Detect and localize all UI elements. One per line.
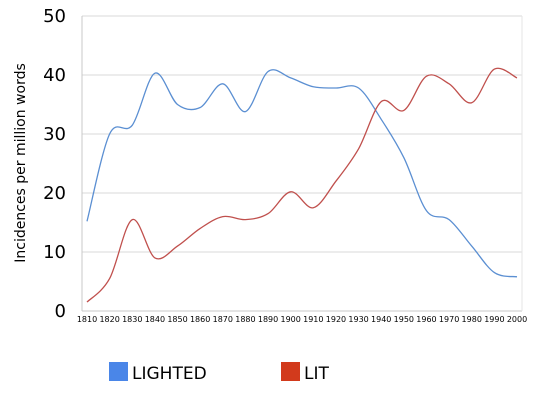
gridlines [82,15,522,253]
x-tick-1870: 1870 [213,315,233,324]
series-line-lit [86,67,518,303]
y-tick-10: 10 [43,242,66,263]
y-tick-20: 20 [43,183,66,204]
legend-swatch-lit [281,362,300,381]
x-tick-1980: 1980 [462,315,482,324]
x-tick-1910: 1910 [303,315,323,324]
x-tick-1880: 1880 [235,315,255,324]
x-tick-1810: 1810 [77,315,97,324]
x-tick-1950: 1950 [394,315,414,324]
legend-label-lit: LIT [304,364,329,384]
x-tick-1850: 1850 [167,315,187,324]
axes [81,16,523,312]
x-tick-1960: 1960 [416,315,436,324]
legend-label-lighted: LIGHTED [132,364,207,384]
x-tick-1930: 1930 [348,315,368,324]
y-tick-labels: 0 10 20 30 40 50 [43,6,66,322]
x-tick-1900: 1900 [281,315,301,324]
legend-swatch-lighted [109,362,128,381]
y-axis-label: Incidences per million words [13,63,29,263]
y-tick-50: 50 [43,6,66,27]
x-tick-1990: 1990 [484,315,504,324]
x-tick-2000: 2000 [507,315,527,324]
y-tick-40: 40 [43,65,66,86]
series-line-lighted [86,69,518,278]
y-tick-30: 30 [43,124,66,145]
x-tick-1820: 1820 [99,315,119,324]
x-tick-1920: 1920 [326,315,346,324]
x-tick-1840: 1840 [145,315,165,324]
series-lines [86,67,518,303]
x-tick-1860: 1860 [190,315,210,324]
x-tick-1830: 1830 [122,315,142,324]
x-tick-1970: 1970 [439,315,459,324]
legend: LIGHTED LIT [109,362,329,384]
x-tick-labels: 1810 1820 1830 1840 1850 1860 1870 1880 1890 1900… [77,315,527,324]
x-tick-1890: 1890 [258,315,278,324]
y-tick-0: 0 [55,301,66,322]
x-tick-1940: 1940 [371,315,391,324]
